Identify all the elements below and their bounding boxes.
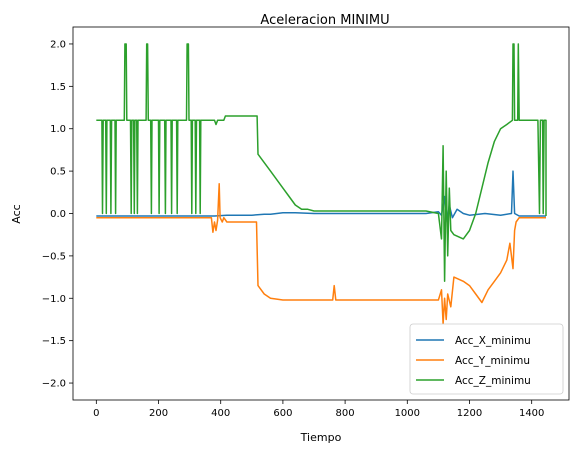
series-line-2 xyxy=(96,183,546,325)
x-tick-label: 400 xyxy=(211,408,230,419)
y-tick-label: −1.5 xyxy=(42,336,66,347)
y-tick-label: 1.0 xyxy=(50,124,66,135)
x-tick-label: 1400 xyxy=(519,408,544,419)
x-tick-label: 200 xyxy=(149,408,168,419)
plot-frame xyxy=(72,26,570,401)
y-axis-label: Acc xyxy=(10,204,23,223)
y-tick-label: −1.0 xyxy=(42,294,66,305)
legend-box xyxy=(409,323,564,395)
legend-entry: Acc_X_minimu xyxy=(455,335,531,347)
x-tick-label: 800 xyxy=(336,408,355,419)
x-tick-label: 1000 xyxy=(395,408,420,419)
y-tick-label: −0.5 xyxy=(42,251,66,262)
y-tick-label: 0.0 xyxy=(50,209,66,220)
y-tick-label: 0.5 xyxy=(50,167,66,178)
y-tick-layer: 2.0 1.5 1.0 0.5 0.0 −0.5 −1.0 −1.5 −2.0 xyxy=(42,39,73,390)
y-tick-label: −2.0 xyxy=(42,379,66,390)
x-axis-label: Tiempo xyxy=(300,431,342,444)
legend-entry: Acc_Z_minimu xyxy=(455,375,531,387)
legend: Acc_X_minimu Acc_Y_minimu Acc_Z_minimu xyxy=(409,323,564,395)
x-tick-label: 1200 xyxy=(457,408,482,419)
series-line-1 xyxy=(96,170,546,223)
x-tick-label: 600 xyxy=(273,408,292,419)
x-tick-label: 0 xyxy=(93,408,99,419)
x-tick-layer: 0 200 400 600 800 1000 1200 1400 xyxy=(93,400,544,419)
y-tick-label: 2.0 xyxy=(50,39,66,50)
legend-entry: Acc_Y_minimu xyxy=(455,355,530,367)
chart-title: Aceleracion MINIMU xyxy=(260,13,389,28)
series-layer xyxy=(96,43,547,325)
y-tick-label: 1.5 xyxy=(50,82,66,93)
series-line-3 xyxy=(96,43,547,283)
